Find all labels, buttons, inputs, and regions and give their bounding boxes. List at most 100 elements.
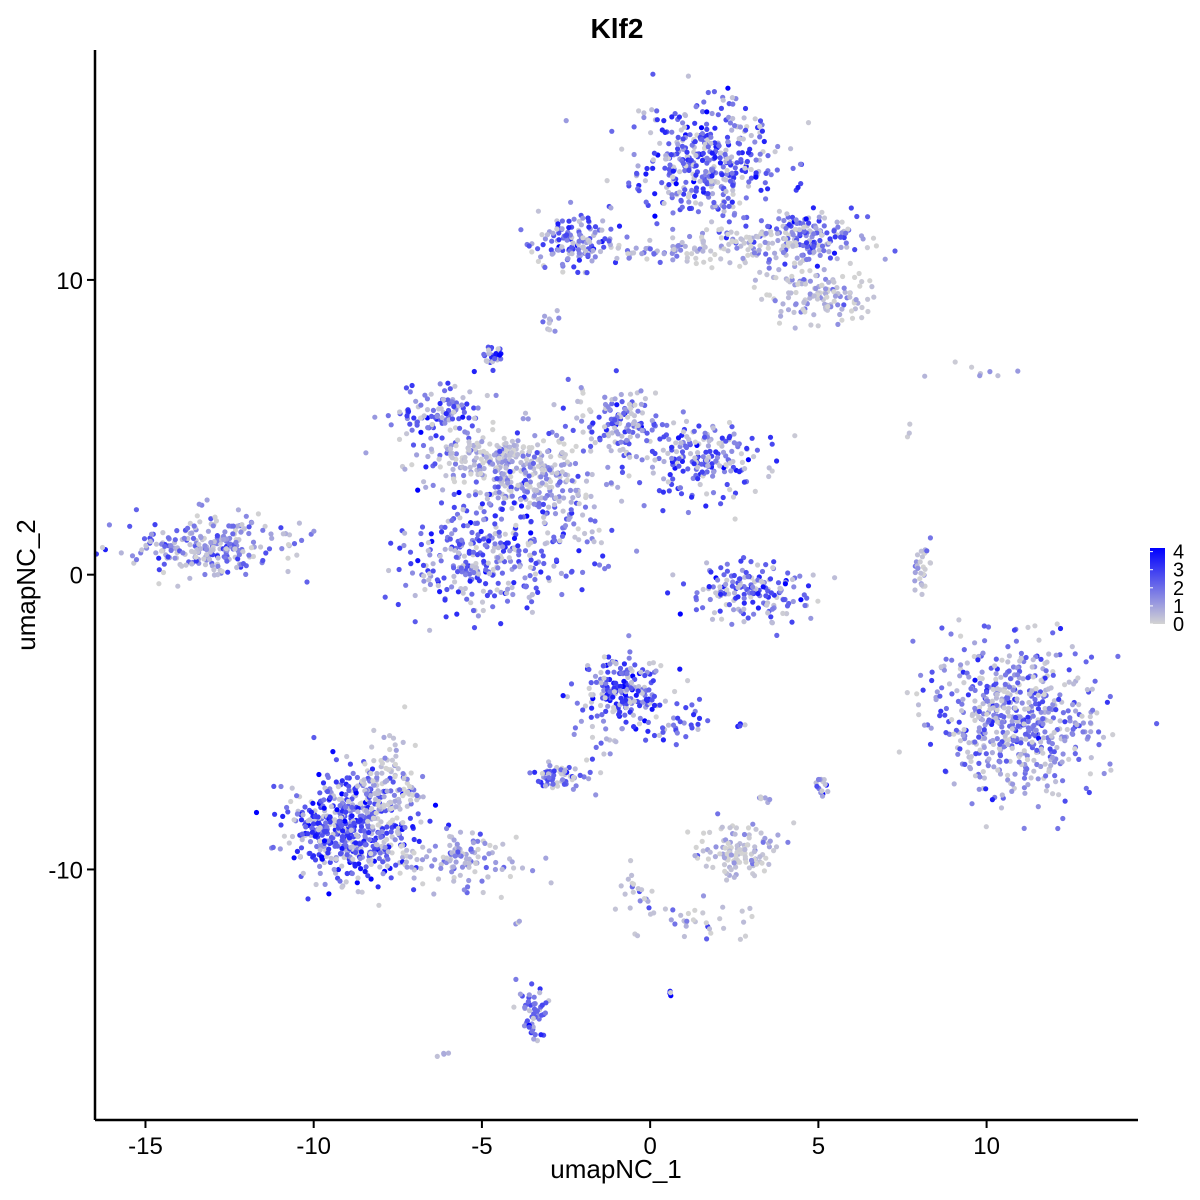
data-point: [730, 579, 736, 585]
data-point: [701, 259, 707, 265]
data-point: [474, 440, 480, 446]
data-point: [215, 555, 221, 561]
data-point: [161, 561, 167, 567]
data-point: [677, 719, 683, 725]
data-point: [708, 569, 714, 575]
data-point: [556, 498, 562, 504]
data-point: [649, 697, 655, 703]
data-point: [444, 586, 450, 593]
data-point: [622, 406, 628, 412]
data-point: [415, 811, 421, 817]
data-point: [412, 619, 418, 625]
data-point: [456, 489, 462, 496]
data-point: [524, 605, 530, 611]
data-point: [346, 783, 352, 790]
data-point: [1066, 667, 1072, 673]
data-point: [1060, 710, 1066, 716]
data-point: [317, 863, 323, 870]
data-point: [656, 488, 663, 494]
data-point: [731, 860, 737, 866]
data-point: [1029, 688, 1035, 694]
data-point: [337, 878, 343, 884]
data-point: [804, 595, 810, 601]
data-point: [546, 316, 553, 322]
data-point: [498, 589, 504, 596]
data-point: [505, 480, 511, 486]
data-point: [452, 579, 458, 585]
data-point: [637, 703, 643, 709]
data-point: [423, 484, 429, 490]
data-point: [614, 402, 620, 408]
data-point: [919, 554, 926, 560]
data-point: [475, 846, 481, 853]
data-point: [197, 519, 203, 525]
data-point: [681, 720, 687, 726]
data-point: [662, 906, 669, 912]
data-point: [751, 849, 758, 855]
data-point: [404, 431, 410, 437]
data-point: [384, 830, 390, 836]
data-point: [343, 879, 349, 885]
data-point: [446, 401, 452, 407]
data-point: [529, 1028, 535, 1034]
data-point: [678, 198, 684, 204]
data-point: [398, 835, 404, 841]
data-point: [839, 230, 845, 236]
data-point: [592, 254, 598, 260]
data-point: [789, 214, 796, 220]
data-point: [758, 830, 764, 836]
data-point: [588, 692, 594, 698]
data-point: [381, 794, 387, 800]
data-point: [938, 708, 944, 714]
data-point: [1017, 714, 1023, 720]
data-point: [644, 256, 650, 262]
data-point: [984, 698, 990, 704]
data-point: [635, 688, 641, 694]
data-point: [309, 829, 315, 835]
data-point: [509, 584, 515, 591]
data-point: [693, 200, 699, 206]
data-point: [659, 180, 665, 186]
data-point: [627, 905, 633, 911]
data-point: [668, 152, 674, 158]
data-point: [1010, 687, 1016, 693]
data-point: [680, 120, 686, 126]
data-point: [763, 251, 769, 257]
data-point: [762, 795, 768, 801]
data-point: [344, 852, 350, 858]
data-point: [458, 565, 464, 571]
data-point: [559, 533, 566, 539]
data-point: [376, 902, 382, 908]
data-point: [835, 302, 841, 308]
data-point: [511, 564, 518, 570]
data-point: [418, 402, 424, 408]
data-point: [405, 789, 411, 795]
data-point: [993, 656, 999, 662]
data-point: [1053, 707, 1059, 713]
data-point: [428, 446, 434, 452]
data-point: [343, 809, 349, 815]
data-point: [604, 178, 610, 184]
data-point: [410, 792, 416, 798]
data-point: [574, 415, 580, 421]
data-point: [717, 608, 723, 614]
data-point: [493, 392, 499, 398]
data-point: [737, 723, 743, 729]
data-point: [650, 71, 656, 77]
data-point: [728, 468, 734, 474]
data-point: [980, 650, 986, 656]
data-point: [580, 413, 586, 419]
data-point: [566, 225, 572, 231]
data-point: [1033, 686, 1039, 692]
data-point: [475, 427, 481, 434]
data-point: [554, 226, 560, 232]
data-point: [492, 541, 498, 547]
data-point: [372, 414, 378, 420]
data-point: [600, 718, 607, 724]
data-point: [1060, 751, 1066, 757]
data-point: [745, 825, 752, 831]
data-point: [762, 835, 768, 841]
data-point: [396, 436, 403, 442]
data-point: [729, 154, 735, 160]
data-point: [172, 537, 178, 543]
